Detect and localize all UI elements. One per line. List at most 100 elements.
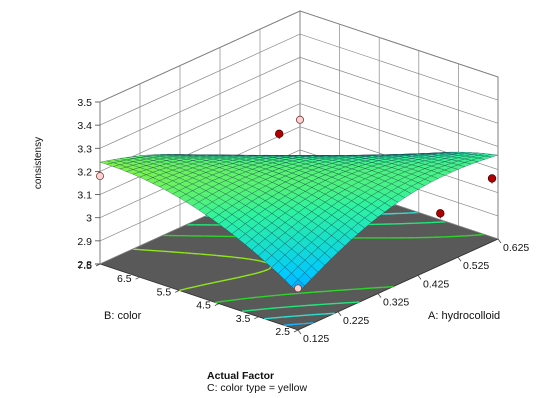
contour-segment xyxy=(224,299,233,302)
contour-segment xyxy=(250,309,257,312)
contour-segment xyxy=(245,274,251,277)
contour-segment xyxy=(254,259,261,262)
design-point xyxy=(275,129,284,139)
x-tick-mark xyxy=(417,275,422,280)
x-tick-mark xyxy=(457,256,462,262)
contour-segment xyxy=(304,291,313,294)
contour-segment xyxy=(221,278,230,282)
contour-segment xyxy=(283,323,294,326)
z-tick-label: 3.2 xyxy=(77,166,92,178)
design-points xyxy=(96,115,497,293)
contour-segment xyxy=(214,280,222,284)
contour-segment xyxy=(200,253,207,256)
y-tick-mark xyxy=(135,276,140,280)
contour-segment xyxy=(240,297,248,300)
y-tick-mark xyxy=(95,263,101,267)
contour-segment xyxy=(248,258,253,261)
contour-segment xyxy=(343,288,354,291)
y-tick-mark xyxy=(214,303,219,306)
contour-segment xyxy=(333,289,344,292)
contour-segment xyxy=(259,307,268,311)
y-tick-label: 3.5 xyxy=(236,313,251,325)
design-point xyxy=(293,284,302,293)
y-tick-mark xyxy=(293,329,299,333)
design-point xyxy=(96,172,105,181)
tick-labels: 2.8 2.9 3 3.1 3.2 3.3 3.4 3.5 0.125 0.225 0.325 0.4… xyxy=(77,97,529,345)
contour-segment xyxy=(215,300,224,304)
x-tick-label: 0.325 xyxy=(383,297,409,309)
contour-segment xyxy=(383,285,393,288)
contour-segment xyxy=(192,285,197,288)
contour-segment xyxy=(179,288,187,292)
x-tick-label: 0.525 xyxy=(463,260,489,272)
y-tick-label: 5.5 xyxy=(157,286,172,298)
z-tick-label: 3.3 xyxy=(77,143,92,155)
contour-segment xyxy=(228,277,237,281)
x-tick-label: 0.225 xyxy=(343,315,369,327)
contour-segment xyxy=(294,314,302,317)
contour-segment xyxy=(250,272,258,276)
contour-segment xyxy=(299,304,308,307)
contour-segment xyxy=(241,257,249,260)
x-tick-label: 0.625 xyxy=(503,242,529,254)
z-tick-label: 3 xyxy=(86,213,92,225)
y-tick-label: 6.5 xyxy=(117,273,132,285)
contour-segment xyxy=(363,287,373,290)
y-tick-label: 2.5 xyxy=(275,326,290,338)
contour-segment xyxy=(140,248,148,251)
contour-segment xyxy=(256,270,264,274)
contour-segment xyxy=(269,294,277,297)
contour-segment xyxy=(474,233,482,236)
contour-segment xyxy=(162,250,170,253)
contour-segment xyxy=(293,323,303,326)
contour-segment xyxy=(353,287,364,291)
contour-segment xyxy=(303,322,313,325)
x-tick-mark xyxy=(377,293,382,298)
contour-segment xyxy=(288,305,298,308)
contour-segment xyxy=(184,252,192,255)
contour-segment xyxy=(207,282,214,285)
z-axis-label: consistensy xyxy=(33,137,44,189)
contour-segment xyxy=(191,252,200,255)
actual-factor-title: Actual Factor xyxy=(207,370,274,382)
y-tick-label: 7.5 xyxy=(77,260,92,272)
contour-segment xyxy=(245,309,251,312)
response-surface xyxy=(99,151,499,294)
contour-segment xyxy=(169,251,178,254)
z-tick-label: 2.8 xyxy=(77,259,92,271)
contour-segment xyxy=(273,316,283,319)
x-tick-mark xyxy=(337,311,342,317)
contour-segment xyxy=(264,317,274,320)
contour-segment xyxy=(309,304,317,306)
contour-segment xyxy=(283,315,293,318)
z-tick-label: 3.1 xyxy=(77,190,92,202)
x-tick-mark xyxy=(497,238,502,244)
contour-segment xyxy=(206,253,214,256)
contour-segment xyxy=(295,292,302,295)
design-point xyxy=(436,209,445,218)
contour-segment xyxy=(269,307,279,310)
x-tick-label: 0.425 xyxy=(423,278,449,290)
contour-segment xyxy=(249,296,259,299)
contour-segment xyxy=(185,286,194,290)
contour-segment xyxy=(314,290,323,293)
y-tick-label: 4.5 xyxy=(196,300,211,312)
z-tick-label: 3.4 xyxy=(77,120,92,132)
design-point xyxy=(487,174,497,183)
x-tick-mark xyxy=(297,329,302,335)
contour-segment xyxy=(177,251,185,254)
contour-segment xyxy=(278,306,288,309)
contour-segment xyxy=(199,283,208,287)
contour-segment xyxy=(234,256,242,259)
actual-factor-value: C: color type = yellow xyxy=(207,382,308,394)
y-axis-label: B: color xyxy=(104,310,142,322)
z-tick-label: 2.9 xyxy=(77,236,92,248)
contour-segment xyxy=(220,255,228,258)
y-tick-mark xyxy=(254,316,259,320)
contour-segment xyxy=(196,284,201,287)
z-tick-label: 3.5 xyxy=(77,97,92,109)
contour-segment xyxy=(373,286,383,289)
contour-segment xyxy=(324,290,333,293)
